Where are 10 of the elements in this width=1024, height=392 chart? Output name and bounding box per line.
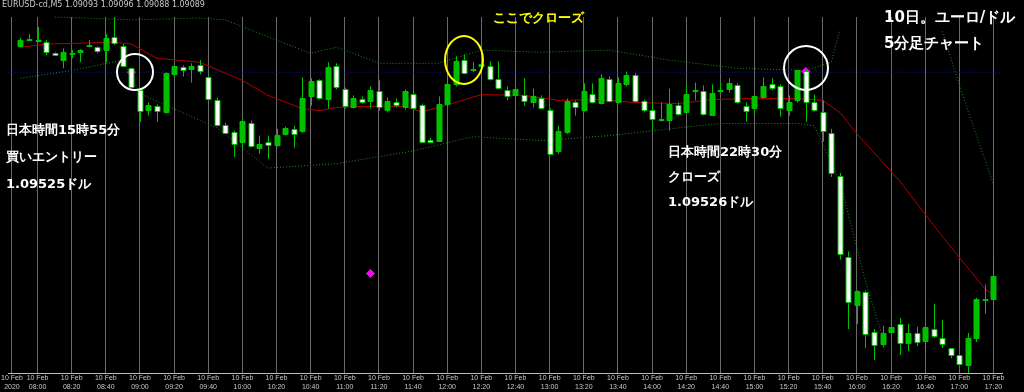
annotation: 1.09526ドル: [668, 193, 754, 211]
text: 5分足チャート: [884, 33, 985, 54]
annotation: クローズ: [668, 168, 720, 186]
annotation: 1.09525ドル: [6, 175, 92, 193]
annotation: 買いエントリー: [6, 148, 97, 166]
annotation: ここでクローズ: [492, 9, 584, 27]
annotation: 日本時間22時30分: [668, 143, 783, 161]
chart-title: 10日。ユーロ/ドル: [884, 7, 1016, 28]
annotation: 日本時間15時55分: [6, 121, 121, 139]
text: EURUSD-cd,M5 1.09093 1.09096 1.09088 1.09089: [2, 0, 205, 11]
